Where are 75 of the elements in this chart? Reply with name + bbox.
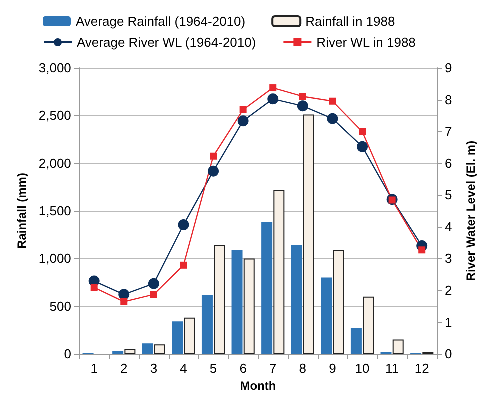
y-tick-label: 500 xyxy=(50,298,72,314)
bar xyxy=(154,344,166,354)
x-tick-label: 4 xyxy=(180,361,188,376)
bar xyxy=(262,222,273,354)
y2-tick-label: 1 xyxy=(445,314,452,330)
bar xyxy=(202,294,213,354)
y2-tick-label: 7 xyxy=(445,124,452,140)
bar xyxy=(274,190,285,354)
bar xyxy=(350,328,362,354)
bar xyxy=(112,351,124,354)
y2-tick-label: 2 xyxy=(445,283,452,298)
point xyxy=(90,284,98,292)
y-tick-label: 2,500 xyxy=(38,108,72,124)
y-tick-label: 1,500 xyxy=(38,204,72,219)
point xyxy=(118,289,130,300)
point xyxy=(180,262,188,269)
y2-tick-label: 5 xyxy=(445,188,452,203)
bar xyxy=(172,322,184,354)
x-tick-label: 9 xyxy=(329,361,336,376)
y2-tick-label: 8 xyxy=(445,92,452,108)
point xyxy=(178,220,190,231)
point xyxy=(299,93,306,100)
bar xyxy=(321,278,332,354)
bar xyxy=(303,114,314,354)
point xyxy=(418,246,426,254)
legend-label: River WL in 1988 xyxy=(316,35,416,50)
bar xyxy=(124,349,136,354)
y-tick-label: 3,000 xyxy=(38,60,72,76)
point xyxy=(329,98,336,105)
y-axis-title: Rainfall (mm) xyxy=(15,173,29,250)
bar xyxy=(333,250,344,354)
legend-label: Average Rainfall (1964-2010) xyxy=(76,14,246,29)
x-axis-title: Month xyxy=(240,379,276,393)
y-tick-label: 1,000 xyxy=(38,251,72,266)
bar xyxy=(392,340,404,354)
point xyxy=(208,166,220,177)
y-tick-label: 0 xyxy=(64,346,72,362)
x-tick-label: 10 xyxy=(355,361,370,376)
point xyxy=(240,106,247,114)
legend-label: Average River WL (1964-2010) xyxy=(77,35,256,50)
point xyxy=(268,94,279,105)
point xyxy=(150,291,158,298)
bar xyxy=(214,245,226,354)
x-tick-label: 5 xyxy=(210,361,218,376)
point xyxy=(210,152,218,160)
point xyxy=(238,116,249,127)
bar xyxy=(232,250,243,354)
bar xyxy=(142,344,154,354)
x-tick-label: 2 xyxy=(120,361,128,376)
point xyxy=(327,113,338,124)
point xyxy=(297,100,308,112)
point xyxy=(270,84,277,92)
y2-tick-label: 9 xyxy=(445,60,452,76)
x-tick-label: 7 xyxy=(269,361,277,376)
y-tick-label: 2,000 xyxy=(38,156,72,171)
y2-tick-label: 0 xyxy=(445,346,452,362)
x-tick-label: 3 xyxy=(150,361,158,376)
bar xyxy=(291,245,302,354)
point xyxy=(148,278,160,290)
legend-label: Rainfall in 1988 xyxy=(306,14,396,29)
x-tick-label: 12 xyxy=(414,361,430,376)
bar xyxy=(363,296,374,354)
point xyxy=(357,141,368,152)
point xyxy=(120,298,128,306)
y2-tick-label: 3 xyxy=(445,251,452,266)
point xyxy=(359,128,366,136)
y2-tick-label: 6 xyxy=(445,156,452,171)
x-tick-label: 1 xyxy=(90,361,98,376)
x-tick-label: 6 xyxy=(240,361,247,376)
y2-tick-label: 4 xyxy=(445,219,452,234)
x-tick-label: 8 xyxy=(299,361,307,376)
x-tick-label: 11 xyxy=(386,361,400,376)
bar xyxy=(244,258,255,354)
bar xyxy=(184,318,196,354)
y2-axis-title: River Water Level (El. m) xyxy=(464,140,478,282)
